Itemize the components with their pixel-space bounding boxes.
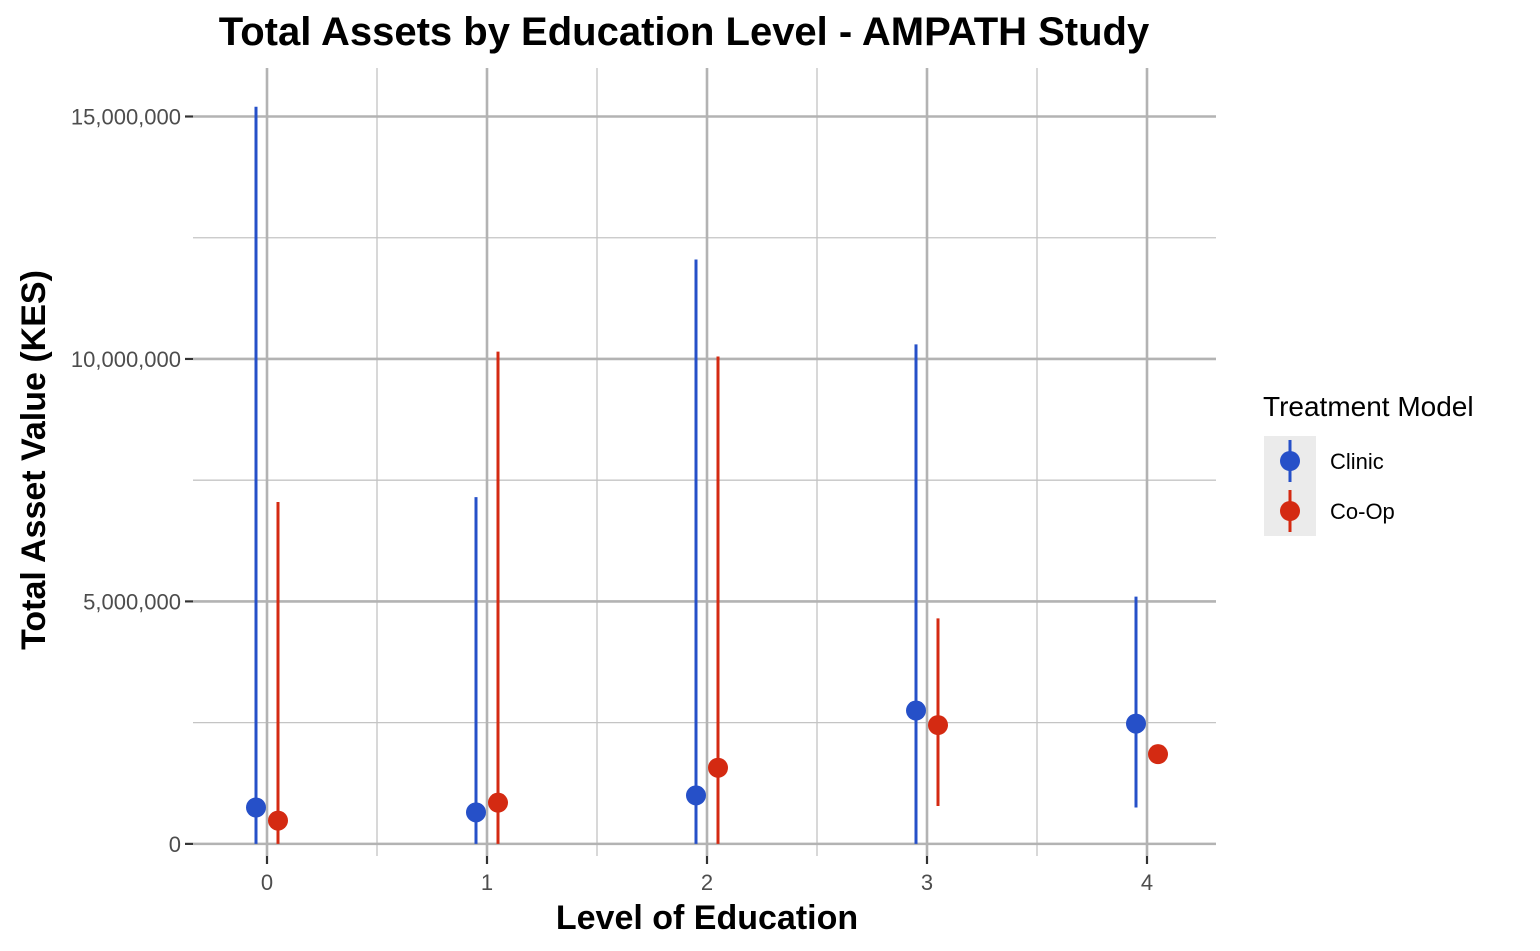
legend: Treatment Model Clinic Co-Op <box>1263 391 1474 536</box>
x-tick-label: 2 <box>701 870 713 895</box>
legend-title: Treatment Model <box>1263 391 1474 422</box>
x-axis-title: Level of Education <box>556 899 858 937</box>
x-tick-label: 0 <box>261 870 273 895</box>
point-clinic <box>1126 713 1146 734</box>
legend-items: Clinic Co-Op <box>1264 436 1395 536</box>
axis-layer: 0 5,000,000 10,000,000 15,000,000 0 1 2 3 4 <box>71 104 1153 895</box>
y-tick-label: 0 <box>169 832 181 857</box>
point-clinic <box>686 785 706 806</box>
point-co-op <box>1148 744 1168 765</box>
point-clinic <box>906 700 926 721</box>
point-co-op <box>268 810 288 831</box>
x-tick-label: 1 <box>481 870 493 895</box>
point-clinic <box>246 797 266 818</box>
chart-title: Total Assets by Education Level - AMPATH… <box>219 10 1150 54</box>
x-tick-label: 3 <box>921 870 933 895</box>
legend-label-co-op: Co-Op <box>1330 499 1395 524</box>
legend-key-point-co-op <box>1280 501 1300 521</box>
marks-layer <box>246 106 1168 844</box>
point-clinic <box>466 802 486 823</box>
point-co-op <box>488 792 508 813</box>
legend-label-clinic: Clinic <box>1330 449 1384 474</box>
legend-key-point-clinic <box>1280 451 1300 471</box>
y-tick-label: 15,000,000 <box>71 104 181 129</box>
point-co-op <box>708 757 728 778</box>
y-tick-label: 5,000,000 <box>83 589 181 614</box>
x-tick-label: 4 <box>1141 870 1153 895</box>
grid-layer <box>193 68 1216 856</box>
y-tick-label: 10,000,000 <box>71 347 181 372</box>
point-co-op <box>928 715 948 736</box>
y-axis-title: Total Asset Value (KES) <box>15 270 53 650</box>
